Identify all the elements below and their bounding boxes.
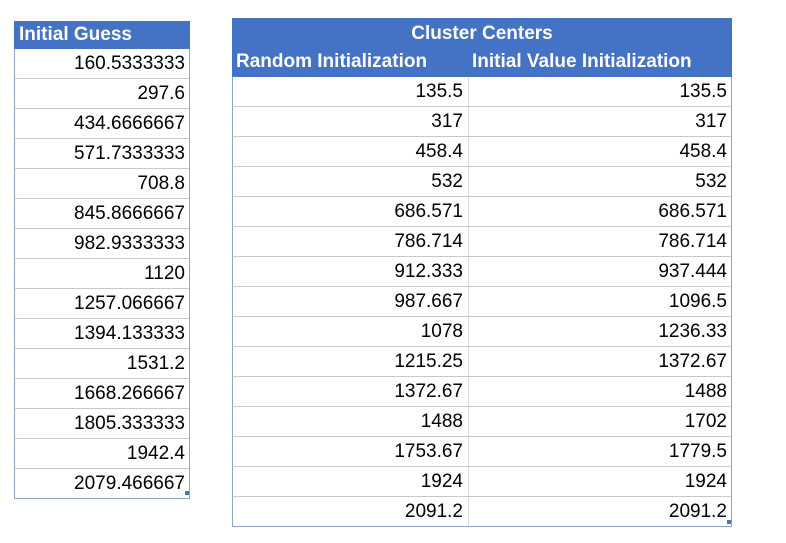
cluster-centers-body: 135.5 135.5 317 317 458.4 458.4 532 532 686.571 6…: [232, 77, 732, 527]
initial-guess-cell: 1257.066667: [14, 289, 190, 319]
random-initialization-cell: 686.571: [233, 197, 469, 226]
initial-value-initialization-cell: 458.4: [679, 141, 727, 162]
initial-guess-cell: 1531.2: [14, 349, 190, 379]
initial-value-initialization-cell: 317: [695, 111, 727, 132]
table-row: 1215.25 1372.67: [232, 347, 732, 377]
initial-value-initialization-cell: 786.714: [658, 231, 727, 252]
initial-guess-body: 160.5333333 297.6 434.6666667 571.7333333 70…: [14, 49, 190, 499]
table-row: 912.333 937.444: [232, 257, 732, 287]
initial-value-initialization-cell: 937.444: [658, 261, 727, 282]
table-row: 686.571 686.571: [232, 197, 732, 227]
initial-guess-table: Initial Guess 160.5333333 297.6 434.666666…: [14, 21, 190, 499]
initial-guess-cell: 160.5333333: [14, 49, 190, 79]
right-table-resize-handle[interactable]: [727, 520, 731, 524]
initial-value-initialization-cell: 1924: [684, 471, 727, 492]
initial-guess-cell: 571.7333333: [14, 139, 190, 169]
cluster-centers-column-headers: Random Initialization Initial Value Init…: [232, 49, 732, 77]
initial-value-initialization-cell: 1372.67: [658, 351, 727, 372]
table-row: 1078 1236.33: [232, 317, 732, 347]
table-row: 2091.2 2091.2: [232, 497, 732, 527]
initial-value-initialization-cell: 1779.5: [668, 441, 727, 462]
initial-guess-cell: 297.6: [14, 79, 190, 109]
table-row: 987.667 1096.5: [232, 287, 732, 317]
initial-guess-cell: 1668.266667: [14, 379, 190, 409]
table-row: 1753.67 1779.5: [232, 437, 732, 467]
initial-value-initialization-cell: 135.5: [679, 81, 727, 102]
table-row: 532 532: [232, 167, 732, 197]
random-initialization-cell: 532: [233, 167, 469, 196]
initial-value-initialization-cell: 1236.33: [658, 321, 727, 342]
table-row: 317 317: [232, 107, 732, 137]
random-initialization-cell: 1078: [233, 317, 469, 346]
table-row: 1488 1702: [232, 407, 732, 437]
column-header-random-initialization: Random Initialization: [236, 51, 428, 72]
initial-guess-header: Initial Guess: [14, 21, 190, 49]
cluster-centers-title: Cluster Centers: [232, 18, 732, 49]
random-initialization-cell: 458.4: [233, 137, 469, 166]
random-initialization-cell: 1372.67: [233, 377, 469, 406]
random-initialization-cell: 1488: [233, 407, 469, 436]
cluster-centers-table: Cluster Centers Random Initialization In…: [232, 18, 732, 527]
random-initialization-cell: 1215.25: [233, 347, 469, 376]
initial-guess-cell: 845.8666667: [14, 199, 190, 229]
random-initialization-cell: 987.667: [233, 287, 469, 316]
column-header-initial-value-initialization: Initial Value Initialization: [472, 51, 692, 72]
initial-guess-cell: 1120: [14, 259, 190, 289]
random-initialization-cell: 135.5: [233, 77, 469, 106]
initial-value-initialization-cell: 1488: [684, 381, 727, 402]
table-row: 786.714 786.714: [232, 227, 732, 257]
initial-guess-cell: 434.6666667: [14, 109, 190, 139]
initial-value-initialization-cell: 1096.5: [668, 291, 727, 312]
left-table-resize-handle[interactable]: [185, 491, 189, 495]
initial-value-initialization-cell: 1702: [684, 411, 727, 432]
random-initialization-cell: 1753.67: [233, 437, 469, 466]
table-row: 1372.67 1488: [232, 377, 732, 407]
random-initialization-cell: 912.333: [233, 257, 469, 286]
table-row: 1924 1924: [232, 467, 732, 497]
initial-value-initialization-cell: 2091.2: [668, 501, 727, 522]
initial-guess-cell: 982.9333333: [14, 229, 190, 259]
random-initialization-cell: 2091.2: [233, 497, 469, 526]
initial-guess-cell: 1942.4: [14, 439, 190, 469]
initial-value-initialization-cell: 686.571: [658, 201, 727, 222]
initial-guess-cell: 2079.466667: [14, 469, 190, 499]
random-initialization-cell: 1924: [233, 467, 469, 496]
initial-guess-cell: 708.8: [14, 169, 190, 199]
initial-guess-cell: 1394.133333: [14, 319, 190, 349]
table-row: 135.5 135.5: [232, 77, 732, 107]
initial-value-initialization-cell: 532: [695, 171, 727, 192]
table-row: 458.4 458.4: [232, 137, 732, 167]
initial-guess-cell: 1805.333333: [14, 409, 190, 439]
random-initialization-cell: 786.714: [233, 227, 469, 256]
random-initialization-cell: 317: [233, 107, 469, 136]
